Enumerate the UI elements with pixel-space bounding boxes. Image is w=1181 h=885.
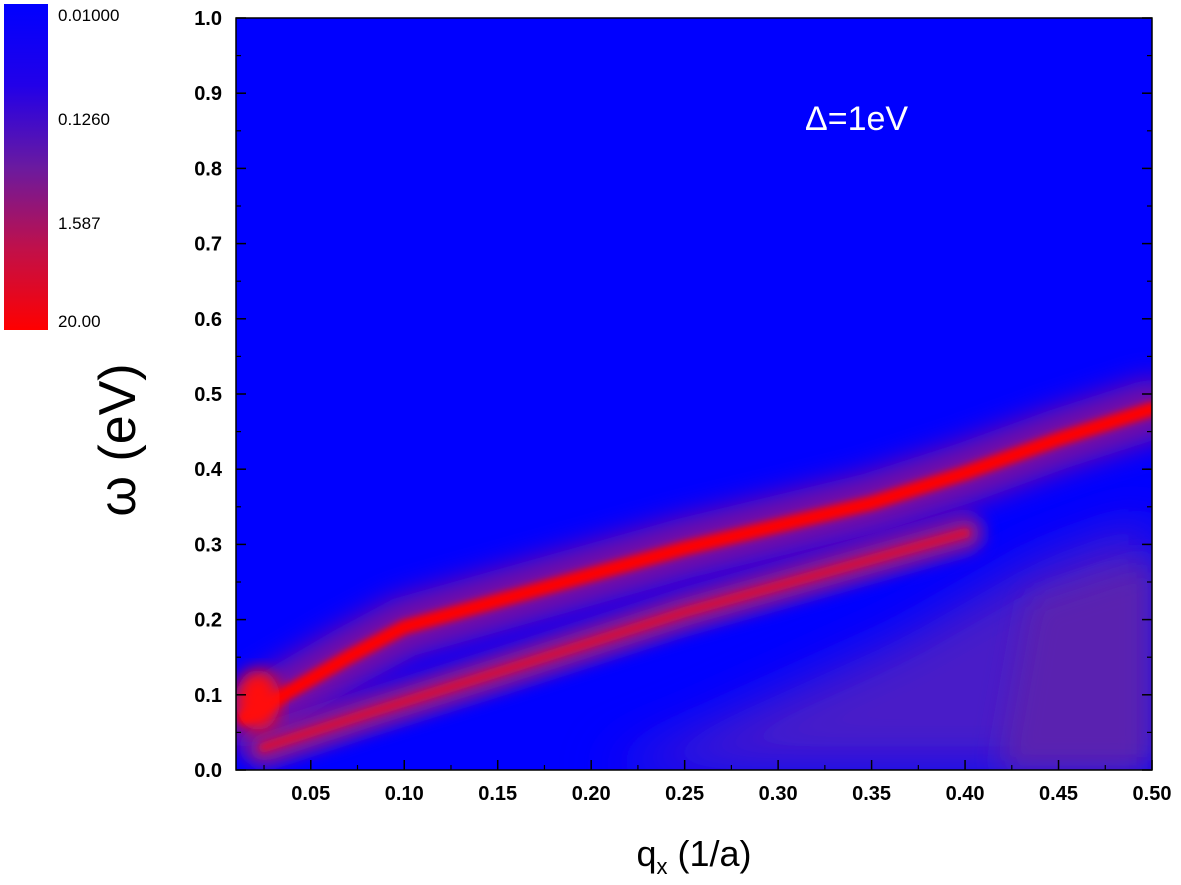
y-tick-label: 0.4 (194, 459, 223, 481)
colorbar-label: 1.587 (58, 214, 101, 233)
x-axis-title-sub: x (657, 854, 668, 879)
lower-branch (259, 528, 971, 753)
x-tick-label: 0.40 (946, 783, 985, 805)
x-tick-label: 0.05 (291, 783, 330, 805)
y-tick-label: 0.2 (194, 610, 222, 632)
y-axis: 0.0 0.1 0.2 0.3 0.4 0.5 0.6 0.7 0.8 0.9 1.0 (194, 8, 1152, 782)
x-axis-title-unit: (1/a) (668, 833, 752, 874)
y-tick-label: 0.6 (194, 309, 222, 331)
upper-branch (238, 402, 1152, 725)
low-q-peak (236, 670, 280, 730)
y-tick-label: 0.3 (194, 534, 222, 556)
y-tick-label: 0.7 (194, 234, 222, 256)
x-axis: 0.05 0.10 0.15 0.20 0.25 0.30 0.35 0.40 0.45 0.50 (263, 760, 1172, 805)
colorbar-label: 0.01000 (58, 6, 119, 25)
x-tick-label: 0.20 (572, 783, 611, 805)
y-tick-label: 0.5 (194, 384, 222, 406)
y-axis-title: ω (eV) (89, 363, 147, 516)
x-tick-label: 0.15 (478, 783, 517, 805)
x-tick-label: 0.10 (385, 783, 424, 805)
mid-intensity-region (1000, 560, 1152, 770)
x-tick-label: 0.30 (759, 783, 798, 805)
x-tick-label: 0.25 (665, 783, 704, 805)
y-tick-label: 1.0 (194, 8, 222, 30)
y-tick-label: 0.9 (194, 83, 222, 105)
x-axis-title-main: q (636, 833, 656, 874)
colorbar-gradient (4, 4, 48, 330)
x-tick-label: 0.45 (1039, 783, 1078, 805)
x-tick-label: 0.50 (1133, 783, 1172, 805)
x-axis-title: qx (1/a) (636, 833, 751, 879)
y-tick-label: 0.0 (194, 760, 222, 782)
y-tick-label: 0.8 (194, 158, 222, 180)
colorbar-label: 0.1260 (58, 110, 110, 129)
y-tick-label: 0.1 (194, 685, 222, 707)
gap-annotation: Δ=1eV (805, 100, 908, 138)
colorbar: 0.01000 0.1260 1.587 20.00 (4, 4, 119, 331)
x-tick-label: 0.35 (852, 783, 891, 805)
heatmap (236, 18, 1152, 770)
colorbar-label: 20.00 (58, 312, 101, 331)
